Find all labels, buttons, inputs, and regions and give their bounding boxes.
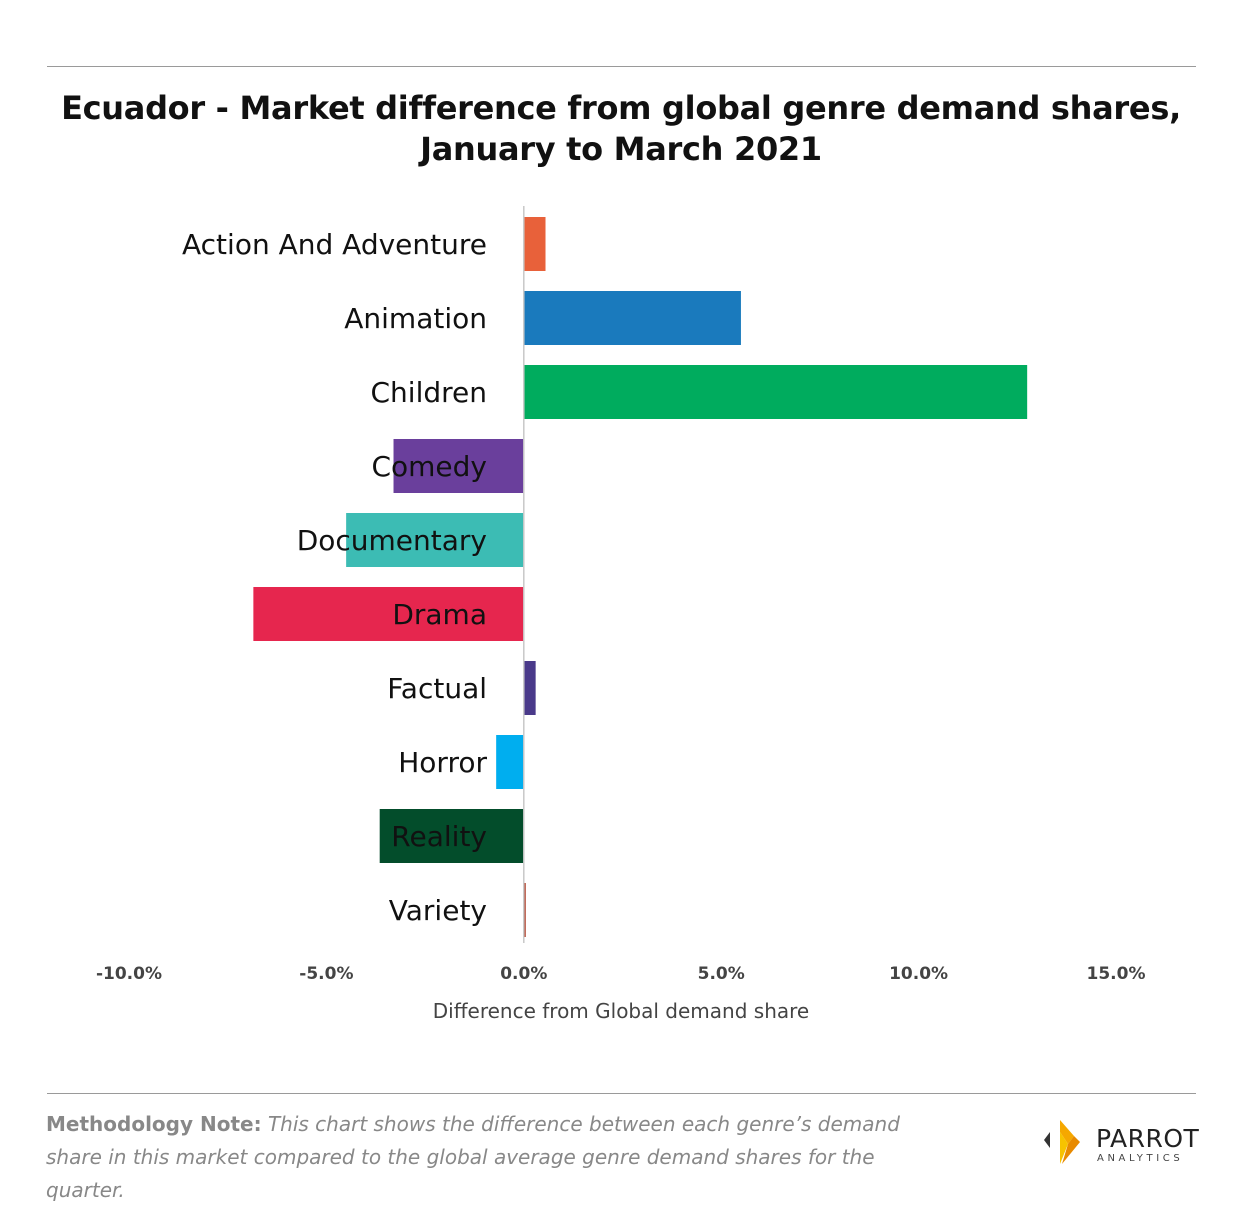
- category-labels: Action And Adventure Animation Children Com…: [182, 228, 487, 927]
- methodology-label: Methodology Note:: [46, 1112, 262, 1136]
- bar-horror: [496, 735, 524, 789]
- chart-title: Ecuador - Market difference from global …: [0, 88, 1242, 170]
- bar-factual: [523, 661, 536, 715]
- category-label: Action And Adventure: [182, 228, 487, 261]
- chart-title-line-1: Ecuador - Market difference from global …: [61, 89, 1181, 127]
- category-label: Factual: [387, 672, 487, 705]
- category-label: Horror: [398, 746, 487, 779]
- bottom-divider: [47, 1093, 1196, 1094]
- bar-action-and-adventure: [523, 217, 546, 271]
- x-tick-label: 0.0%: [500, 964, 547, 984]
- x-tick-label: -5.0%: [299, 964, 353, 984]
- category-label: Children: [371, 376, 488, 409]
- category-label: Animation: [344, 302, 487, 335]
- category-label: Documentary: [297, 524, 487, 557]
- category-label: Comedy: [371, 450, 487, 483]
- x-tick-label: 15.0%: [1087, 964, 1146, 984]
- bar-animation: [523, 291, 741, 345]
- top-divider: [47, 66, 1196, 67]
- parrot-logo-icon: [1044, 1120, 1080, 1164]
- bar-drama: [253, 587, 524, 641]
- x-axis-title: Difference from Global demand share: [432, 999, 810, 1023]
- category-label: Drama: [392, 598, 487, 631]
- logo-wordmark: PARROT: [1096, 1124, 1200, 1153]
- bar-reality: [379, 809, 524, 863]
- bar-chart: Action And Adventure Animation Children Com…: [96, 206, 1146, 984]
- x-tick-label: 5.0%: [698, 964, 745, 984]
- x-tick-label: 10.0%: [889, 964, 948, 984]
- parrot-analytics-logo: PARROT ANALYTICS: [1040, 1118, 1200, 1168]
- bar-comedy: [393, 439, 524, 493]
- x-axis-ticks: -10.0% -5.0% 0.0% 5.0% 10.0% 15.0%: [96, 964, 1146, 984]
- methodology-text: This chart shows the difference between …: [46, 1112, 900, 1202]
- bar-variety: [523, 883, 526, 937]
- chart-title-line-2: January to March 2021: [420, 130, 822, 168]
- logo-subtitle: ANALYTICS: [1097, 1153, 1184, 1164]
- bar-documentary: [346, 513, 524, 567]
- category-label: Variety: [389, 894, 487, 927]
- category-label: Reality: [391, 820, 487, 853]
- methodology-note: Methodology Note: This chart shows the d…: [46, 1108, 926, 1207]
- bars: [253, 217, 1028, 937]
- bar-children: [523, 365, 1028, 419]
- x-tick-label: -10.0%: [96, 964, 162, 984]
